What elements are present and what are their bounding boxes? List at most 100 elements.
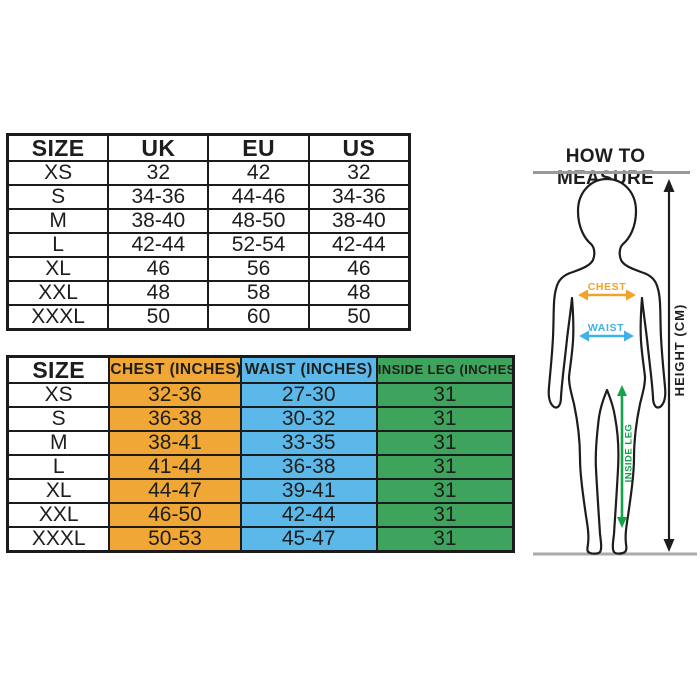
cell-inside_leg: 31 [375, 502, 515, 529]
column-header-waist: WAIST (INCHES) [239, 355, 378, 385]
chest-label: CHEST [588, 281, 627, 293]
chest-arrow [578, 289, 636, 301]
inside-leg-arrowhead-down [617, 517, 627, 528]
column-header-size: SIZE [6, 133, 110, 163]
height-label: HEIGHT (CM) [672, 304, 687, 397]
cell-us: 34-36 [307, 184, 411, 211]
table-row: L 42-44 52-54 42-44 [6, 232, 411, 259]
column-header-eu: EU [207, 133, 310, 163]
chest-arrowhead-left [578, 289, 588, 301]
cell-us: 46 [307, 256, 411, 283]
international-size-table: SIZE UK EU US XS 32 42 32 S 34-36 44-46 34-36 M 38-40… [6, 133, 411, 332]
cell-chest: 36-38 [108, 406, 242, 433]
cell-size: XXXL [6, 304, 110, 331]
cell-inside_leg: 31 [375, 478, 515, 505]
cell-us: 38-40 [307, 208, 411, 235]
cell-size: M [6, 430, 111, 457]
cell-chest: 38-41 [108, 430, 242, 457]
cell-size: XXL [6, 502, 111, 529]
column-header-us: US [307, 133, 411, 163]
header-row: SIZE CHEST (INCHES) WAIST (INCHES) INSIDE L… [6, 355, 515, 385]
column-header-inside_leg: INSIDE LEG (INCHES) [375, 355, 515, 385]
table-row: M 38-40 48-50 38-40 [6, 208, 411, 235]
height-arrowhead-down [663, 539, 675, 552]
cell-uk: 46 [107, 256, 210, 283]
table-row: XL 46 56 46 [6, 256, 411, 283]
cell-size: XL [6, 478, 111, 505]
inside-leg-arrow [617, 385, 627, 528]
cell-waist: 39-41 [239, 478, 378, 505]
waist-arrowhead-left [579, 330, 589, 342]
table-row: S 36-38 30-32 31 [6, 406, 515, 433]
cell-eu: 56 [207, 256, 310, 283]
cell-waist: 42-44 [239, 502, 378, 529]
cell-uk: 38-40 [107, 208, 210, 235]
cell-eu: 42 [207, 160, 310, 187]
cell-eu: 58 [207, 280, 310, 307]
cell-size: L [6, 454, 111, 481]
table-row: XS 32-36 27-30 31 [6, 382, 515, 409]
cell-eu: 44-46 [207, 184, 310, 211]
table-row: XXL 48 58 48 [6, 280, 411, 307]
inside-leg-arrowhead-up [617, 385, 627, 396]
cell-waist: 45-47 [239, 526, 378, 553]
cell-us: 48 [307, 280, 411, 307]
cell-waist: 36-38 [239, 454, 378, 481]
measurement-figure-diagram: HEIGHT (CM) CHEST WAIST INSIDE LEG [533, 177, 697, 556]
cell-uk: 48 [107, 280, 210, 307]
cell-inside_leg: 31 [375, 454, 515, 481]
column-header-uk: UK [107, 133, 210, 163]
cell-uk: 32 [107, 160, 210, 187]
cell-waist: 30-32 [239, 406, 378, 433]
cell-size: S [6, 184, 110, 211]
cell-waist: 33-35 [239, 430, 378, 457]
cell-chest: 32-36 [108, 382, 242, 409]
inside-leg-label: INSIDE LEG [624, 424, 635, 483]
cell-us: 42-44 [307, 232, 411, 259]
cell-us: 50 [307, 304, 411, 331]
cell-chest: 46-50 [108, 502, 242, 529]
cell-size: XS [6, 382, 111, 409]
waist-arrow [579, 330, 634, 342]
table-row: L 41-44 36-38 31 [6, 454, 515, 481]
cell-size: XL [6, 256, 110, 283]
cell-size: L [6, 232, 110, 259]
table-row: XXXL 50 60 50 [6, 304, 411, 331]
cell-size: M [6, 208, 110, 235]
cell-size: XXL [6, 280, 110, 307]
cell-eu: 60 [207, 304, 310, 331]
column-header-chest: CHEST (INCHES) [108, 355, 242, 385]
table-row: XXL 46-50 42-44 31 [6, 502, 515, 529]
cell-inside_leg: 31 [375, 526, 515, 553]
waist-arrowhead-right [624, 330, 634, 342]
cell-size: XXXL [6, 526, 111, 553]
table-row: XS 32 42 32 [6, 160, 411, 187]
cell-waist: 27-30 [239, 382, 378, 409]
cell-inside_leg: 31 [375, 430, 515, 457]
table-row: XL 44-47 39-41 31 [6, 478, 515, 505]
cell-chest: 50-53 [108, 526, 242, 553]
cell-size: XS [6, 160, 110, 187]
cell-uk: 34-36 [107, 184, 210, 211]
table-row: XXXL 50-53 45-47 31 [6, 526, 515, 553]
cell-chest: 44-47 [108, 478, 242, 505]
column-header-size: SIZE [6, 355, 111, 385]
body-measurement-table: SIZE CHEST (INCHES) WAIST (INCHES) INSIDE L… [6, 355, 515, 554]
cell-chest: 41-44 [108, 454, 242, 481]
cell-inside_leg: 31 [375, 382, 515, 409]
height-arrow [663, 179, 675, 552]
height-arrowhead-up [663, 179, 675, 192]
cell-uk: 42-44 [107, 232, 210, 259]
cell-inside_leg: 31 [375, 406, 515, 433]
cell-size: S [6, 406, 111, 433]
cell-uk: 50 [107, 304, 210, 331]
cell-eu: 52-54 [207, 232, 310, 259]
cell-us: 32 [307, 160, 411, 187]
header-row: SIZE UK EU US [6, 133, 411, 163]
title-underline [533, 171, 690, 174]
table-row: M 38-41 33-35 31 [6, 430, 515, 457]
chest-arrowhead-right [626, 289, 636, 301]
table-row: S 34-36 44-46 34-36 [6, 184, 411, 211]
body-outline [547, 177, 667, 555]
